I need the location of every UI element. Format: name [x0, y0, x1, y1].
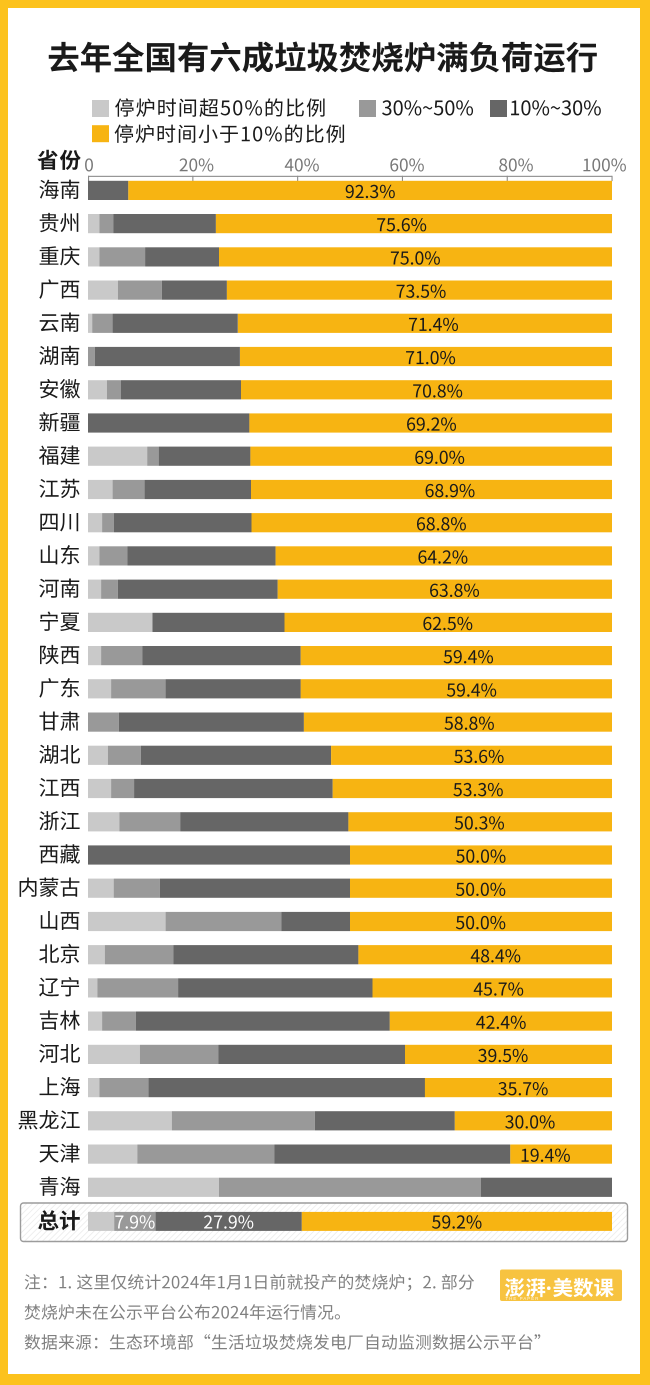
svg-text:THE PAPER: THE PAPER — [506, 1296, 540, 1301]
